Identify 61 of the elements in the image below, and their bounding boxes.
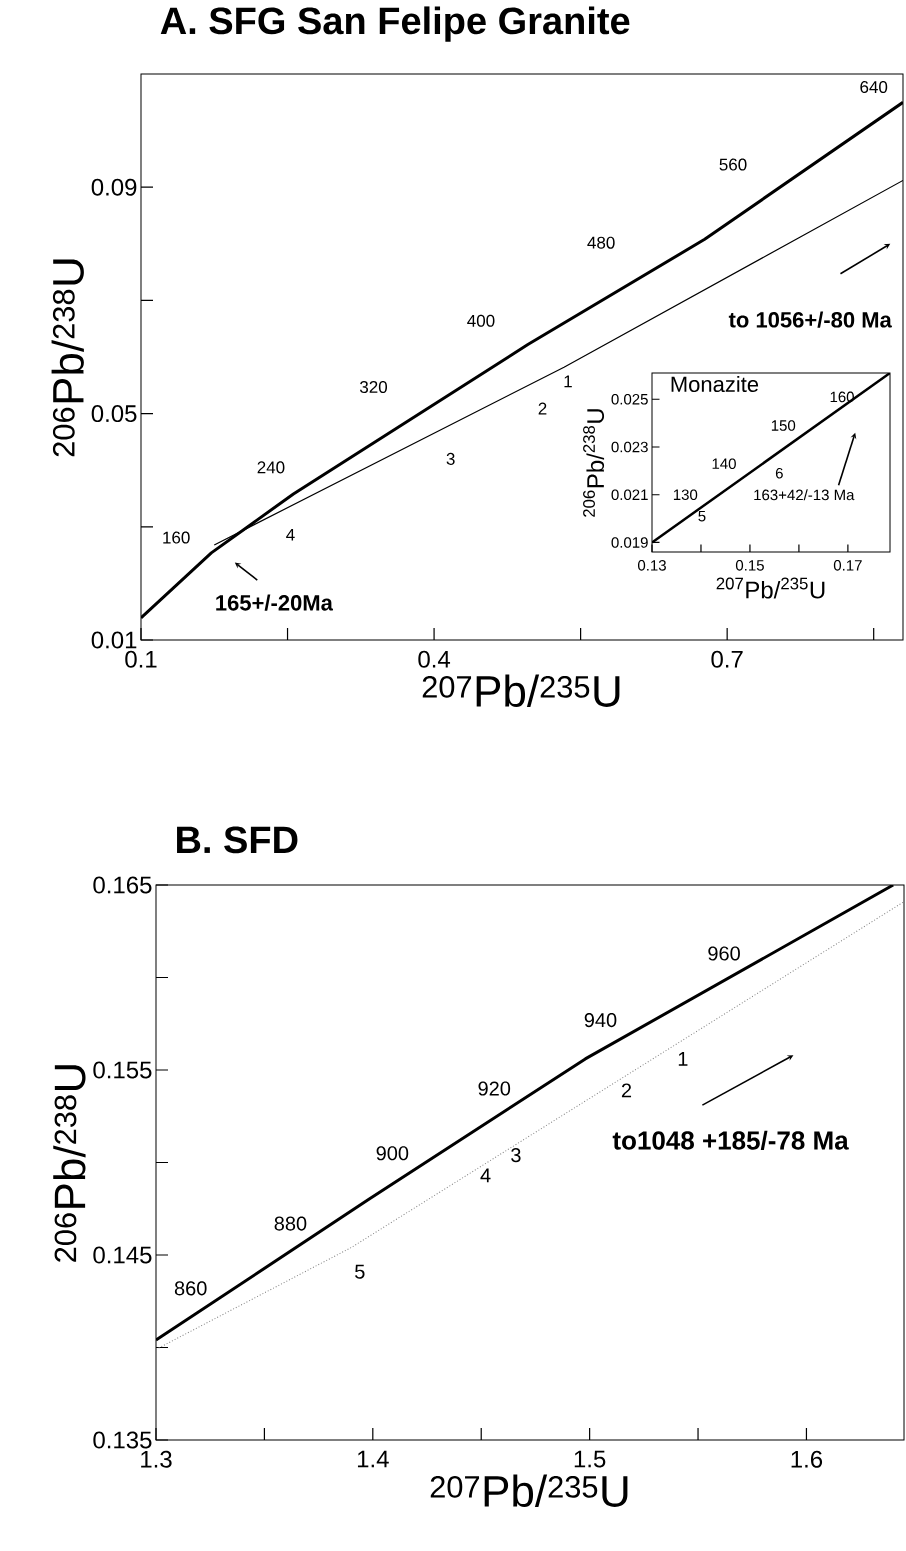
annotation: 940 (584, 1012, 617, 1028)
x-axis-title: $^{207}$Pb/$^{235}$U (716, 577, 825, 599)
y-tick-label: 0.145 (93, 1246, 152, 1264)
x-tick-label: 0.13 (637, 560, 666, 571)
annotation: 165+/-20Ma (216, 594, 333, 611)
annotation: 320 (359, 380, 388, 394)
x-tick-label: 0.7 (711, 650, 743, 668)
annotation: 880 (274, 1216, 307, 1231)
y-tick-label: 0.09 (91, 178, 137, 196)
annotation: 5 (698, 510, 706, 522)
annotation: 6 (775, 467, 783, 479)
chart-title: Monazite (671, 375, 759, 393)
annotation: 3 (446, 452, 455, 465)
x-tick-label: 1.5 (574, 1450, 606, 1468)
x-tick-label: 1.4 (357, 1450, 389, 1468)
y-tick-label: 0.019 (611, 537, 648, 548)
chart-title: A. SFG San Felipe Granite (160, 6, 630, 42)
x-tick-label: 1.3 (141, 1450, 172, 1468)
annotation: 480 (587, 236, 615, 249)
annotation: 140 (712, 458, 736, 470)
x-axis-title: $^{207}$Pb/$^{235}$U (430, 1474, 628, 1507)
y-tick-label: 0.05 (91, 405, 137, 423)
annotation: 1 (678, 1052, 688, 1066)
x-axis-title: $^{207}$Pb/$^{235}$U (422, 674, 620, 707)
annotation: 130 (673, 489, 698, 501)
y-axis-title: $^{206}$Pb/$^{238}$U (583, 409, 605, 517)
x-tick-label: 0.17 (833, 560, 862, 571)
annotation: 920 (478, 1081, 511, 1096)
x-tick-label: 0.15 (735, 560, 764, 571)
x-tick-label: 0.1 (125, 650, 157, 668)
annotation: 560 (719, 158, 747, 171)
annotation: 960 (708, 946, 740, 961)
annotation: 900 (376, 1146, 409, 1161)
annotation: 3 (511, 1148, 521, 1163)
annotation: 4 (480, 1168, 491, 1183)
annotation: 160 (163, 531, 190, 544)
y-tick-label: 0.165 (93, 876, 152, 894)
annotation: 150 (771, 420, 796, 431)
annotation: 400 (467, 314, 495, 327)
y-tick-label: 0.021 (611, 489, 648, 501)
y-tick-label: 0.025 (611, 393, 648, 405)
annotation: 240 (257, 461, 285, 474)
y-tick-label: 0.023 (611, 441, 648, 453)
annotation: 4 (286, 528, 295, 541)
x-tick-label: 0.4 (418, 650, 451, 668)
annotation: to1048 +185/-78 Ma (612, 1130, 849, 1150)
annotation: 2 (621, 1083, 632, 1098)
x-tick-label: 1.6 (791, 1450, 823, 1468)
y-tick-label: 0.01 (91, 631, 137, 649)
chart-title: B. SFD (177, 826, 298, 854)
annotation: 163+42/-13 Ma (754, 489, 855, 501)
annotation: 5 (355, 1264, 365, 1279)
y-tick-label: 0.155 (93, 1061, 152, 1079)
annotation: to 1056+/-80 Ma (728, 311, 892, 328)
annotation: 640 (860, 81, 888, 94)
annotation: 1 (564, 375, 572, 388)
y-axis-title: $^{206}$Pb/$^{238}$U (51, 259, 84, 457)
y-tick-label: 0.135 (93, 1431, 152, 1449)
annotation: 2 (538, 402, 547, 415)
annotation: 860 (174, 1281, 207, 1296)
y-axis-title: $^{206}$Pb/$^{238}$U (53, 1065, 86, 1262)
